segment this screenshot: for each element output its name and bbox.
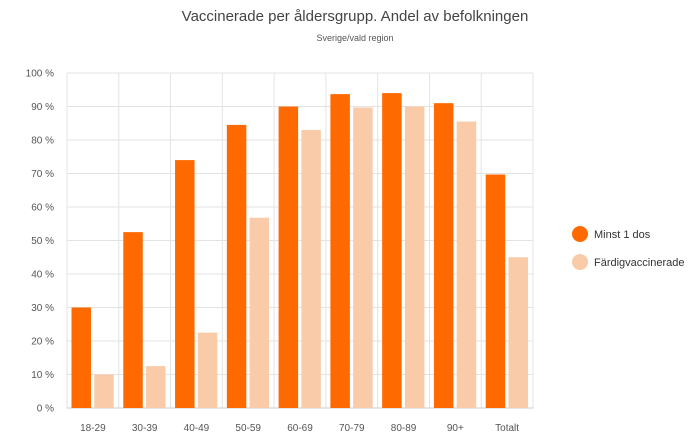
bar-minst-1-dos[interactable]	[123, 232, 143, 408]
y-tick-label: 10 %	[31, 370, 54, 381]
bar-fardigvaccinerade[interactable]	[146, 366, 166, 408]
bar-fardigvaccinerade[interactable]	[508, 257, 528, 408]
bar-minst-1-dos[interactable]	[485, 174, 506, 408]
y-tick-label: 80 %	[31, 136, 54, 147]
bar-minst-1-dos[interactable]	[433, 103, 454, 409]
y-tick-label: 90 %	[31, 102, 54, 113]
chart-grid	[66, 72, 534, 409]
x-tick-label: 30-39	[132, 423, 158, 434]
bar-fardigvaccinerade[interactable]	[249, 217, 270, 408]
bar-fardigvaccinerade[interactable]	[404, 106, 425, 409]
x-tick-label: 80-89	[391, 423, 417, 434]
chart-subtitle: Sverige/vald region	[316, 33, 394, 43]
legend-label[interactable]: Färdigvaccinerade	[594, 257, 685, 269]
legend-label[interactable]: Minst 1 dos	[594, 229, 651, 241]
y-tick-label: 70 %	[31, 169, 54, 180]
legend-swatch	[572, 254, 588, 270]
x-axis: 18-29 30-39 40-49 50-59 60-69 70-79 80-89 90+ To…	[80, 423, 519, 434]
bar-fardigvaccinerade[interactable]	[301, 129, 321, 408]
chart-legend: Minst 1 dos Färdigvaccinerade	[572, 226, 685, 270]
legend-swatch	[572, 226, 588, 242]
bar-minst-1-dos[interactable]	[278, 106, 299, 409]
chart-bars	[71, 93, 528, 409]
bar-fardigvaccinerade[interactable]	[456, 121, 477, 408]
bar-fardigvaccinerade[interactable]	[353, 107, 373, 408]
bar-fardigvaccinerade[interactable]	[197, 332, 218, 408]
y-tick-label: 30 %	[31, 303, 54, 314]
x-tick-label: 18-29	[80, 423, 106, 434]
y-tick-label: 20 %	[31, 337, 54, 348]
x-tick-label: 40-49	[184, 423, 210, 434]
bar-fardigvaccinerade[interactable]	[94, 374, 114, 409]
chart-title: Vaccinerade per åldersgrupp. Andel av be…	[181, 8, 529, 25]
x-tick-label: 70-79	[339, 423, 365, 434]
x-tick-label: 50-59	[235, 423, 261, 434]
y-tick-label: 100 %	[26, 69, 54, 80]
x-tick-label: 60-69	[287, 423, 313, 434]
y-tick-label: 60 %	[31, 203, 54, 214]
bar-minst-1-dos[interactable]	[330, 94, 350, 408]
bar-minst-1-dos[interactable]	[226, 124, 247, 409]
y-tick-label: 40 %	[31, 270, 54, 281]
y-tick-label: 0 %	[37, 404, 54, 415]
y-tick-label: 50 %	[31, 236, 54, 247]
x-tick-label: 90+	[447, 423, 464, 434]
bar-minst-1-dos[interactable]	[71, 307, 92, 409]
bar-minst-1-dos[interactable]	[382, 93, 402, 408]
x-tick-label: Totalt	[495, 423, 519, 434]
bar-minst-1-dos[interactable]	[175, 160, 195, 408]
y-axis: 0 % 10 % 20 % 30 % 40 % 50 % 60 % 70 % 80 % 90 % 1…	[26, 69, 54, 415]
